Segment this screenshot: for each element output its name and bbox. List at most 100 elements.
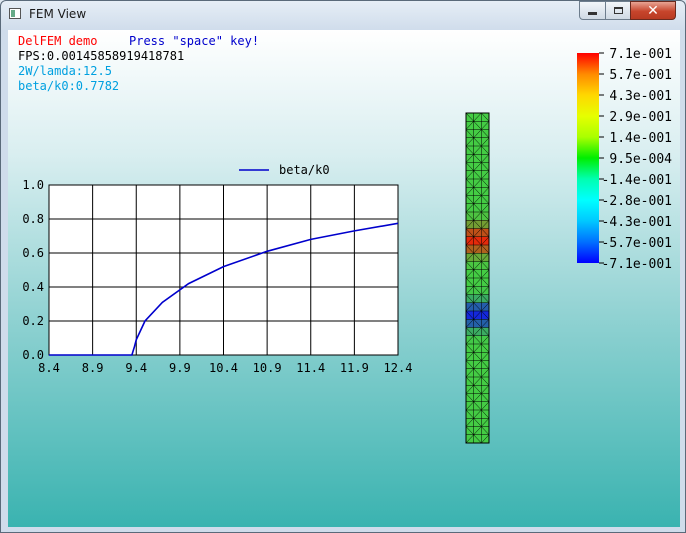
mesh-edge: [481, 195, 490, 204]
mesh-edge: [473, 162, 482, 171]
app-window-icon[interactable]: [9, 8, 21, 19]
mesh-edge: [465, 137, 474, 147]
mesh-edge: [465, 211, 474, 221]
mesh-edge: [465, 187, 474, 196]
mesh-edge: [465, 294, 474, 303]
series-line: [49, 222, 399, 356]
mesh-edge: [473, 129, 482, 138]
mesh-edge: [465, 352, 474, 361]
colorbar-label: -7.1e-001: [602, 257, 672, 272]
mesh-edge: [473, 409, 482, 419]
mesh-edge: [465, 220, 474, 229]
mesh-edge: [465, 170, 474, 180]
maximize-button[interactable]: [605, 1, 631, 20]
y-tick-label: 0.6: [22, 246, 44, 260]
mesh-edge: [465, 244, 474, 254]
mesh-edge: [473, 368, 482, 378]
y-tick-label: 0.4: [22, 280, 44, 294]
mesh-edge: [473, 211, 482, 221]
mesh-edge: [481, 129, 490, 138]
minimize-button[interactable]: [579, 1, 606, 20]
mesh-outline: [465, 112, 490, 444]
mesh-edge: [473, 352, 482, 361]
mesh-edge: [481, 187, 490, 196]
prompt-label: Press "space" key!: [129, 34, 260, 48]
mesh-edge: [481, 228, 490, 237]
mesh-edge: [473, 261, 482, 270]
colorbar-label: 4.3e-001: [609, 89, 672, 104]
x-tick-label: 10.4: [209, 361, 238, 375]
colorbar-label: -2.8e-001: [602, 194, 672, 209]
color-bar: 7.1e-001 5.7e-001 4.3e-001 2.9e-001 1.4e-001…: [577, 47, 672, 272]
x-tick-label: 8.4: [38, 361, 60, 375]
colorbar-label: 7.1e-001: [609, 47, 672, 62]
mesh-edge: [473, 145, 482, 155]
colorbar-label: 9.5e-004: [609, 152, 672, 167]
mesh-edge: [473, 154, 482, 163]
mesh-edge: [465, 129, 474, 138]
mesh-edge: [481, 294, 490, 303]
mesh-edge: [481, 203, 490, 213]
param-width-label: 2W/lamda:12.5: [18, 64, 112, 78]
mesh-edge: [481, 385, 490, 394]
mesh-edge: [465, 418, 474, 427]
mesh-edge: [481, 286, 490, 295]
mesh-edge: [473, 253, 482, 262]
mesh-edge: [465, 401, 474, 411]
mesh-edge: [481, 269, 490, 279]
mesh-edge: [481, 434, 490, 444]
mesh-edge: [465, 327, 474, 336]
mesh-edge: [465, 434, 474, 444]
mesh-edge: [473, 393, 482, 402]
mesh-edge: [481, 319, 490, 328]
mesh-edge: [481, 162, 490, 171]
y-tick-label: 0.0: [22, 348, 44, 362]
mesh-edge: [473, 294, 482, 303]
mesh-edge: [481, 261, 490, 270]
mesh-edge: [465, 376, 474, 386]
mesh-edge: [473, 170, 482, 180]
mesh-edge: [481, 310, 490, 320]
mesh-edge: [465, 409, 474, 419]
scene-svg: 8.4 8.9 9.4 9.9 10.4 10.9 11.4 11.9 12.4 0.0 0.2 0.…: [22, 47, 672, 444]
close-button[interactable]: ✕: [630, 1, 676, 20]
mesh-edge: [473, 203, 482, 213]
y-tick-label: 1.0: [22, 178, 44, 192]
mesh-edge: [481, 401, 490, 411]
colorbar-label: -5.7e-001: [602, 236, 672, 251]
mesh-edge: [481, 277, 490, 287]
mesh-edge: [481, 145, 490, 155]
colorbar-label: 1.4e-001: [609, 131, 672, 146]
mesh-edge: [473, 121, 482, 130]
mesh-edge: [465, 203, 474, 213]
title-bar[interactable]: FEM View ✕: [1, 1, 685, 29]
mesh-edge: [481, 343, 490, 353]
mesh-edge: [473, 228, 482, 237]
x-tick-label: 11.4: [296, 361, 325, 375]
param-beta-label: beta/k0:0.7782: [18, 79, 120, 93]
mesh-edge: [465, 368, 474, 378]
mesh-edge: [473, 335, 482, 345]
x-tick-label: 10.9: [253, 361, 282, 375]
mesh-edge: [465, 112, 474, 122]
colorbar-label: 5.7e-001: [609, 68, 672, 83]
mesh-edge: [465, 269, 474, 279]
mesh-edge: [481, 236, 490, 246]
x-tick-label: 9.4: [125, 361, 147, 375]
mesh-edge: [473, 244, 482, 254]
mesh-edge: [465, 302, 474, 312]
mesh-edge: [465, 319, 474, 328]
mesh-edge: [473, 401, 482, 411]
mesh-edge: [481, 244, 490, 254]
mesh-edge: [473, 434, 482, 444]
mesh-edge: [465, 178, 474, 188]
render-canvas[interactable]: DelFEM demo Press "space" key! FPS:0.001…: [8, 30, 680, 527]
mesh-edge: [481, 368, 490, 378]
mesh-edge: [481, 352, 490, 361]
mesh-edge: [481, 178, 490, 188]
mesh-edge: [465, 121, 474, 130]
mesh-edge: [465, 277, 474, 287]
fps-label: FPS:0.00145858919418781: [18, 49, 185, 63]
mesh-edge: [473, 286, 482, 295]
mesh-edge: [473, 310, 482, 320]
